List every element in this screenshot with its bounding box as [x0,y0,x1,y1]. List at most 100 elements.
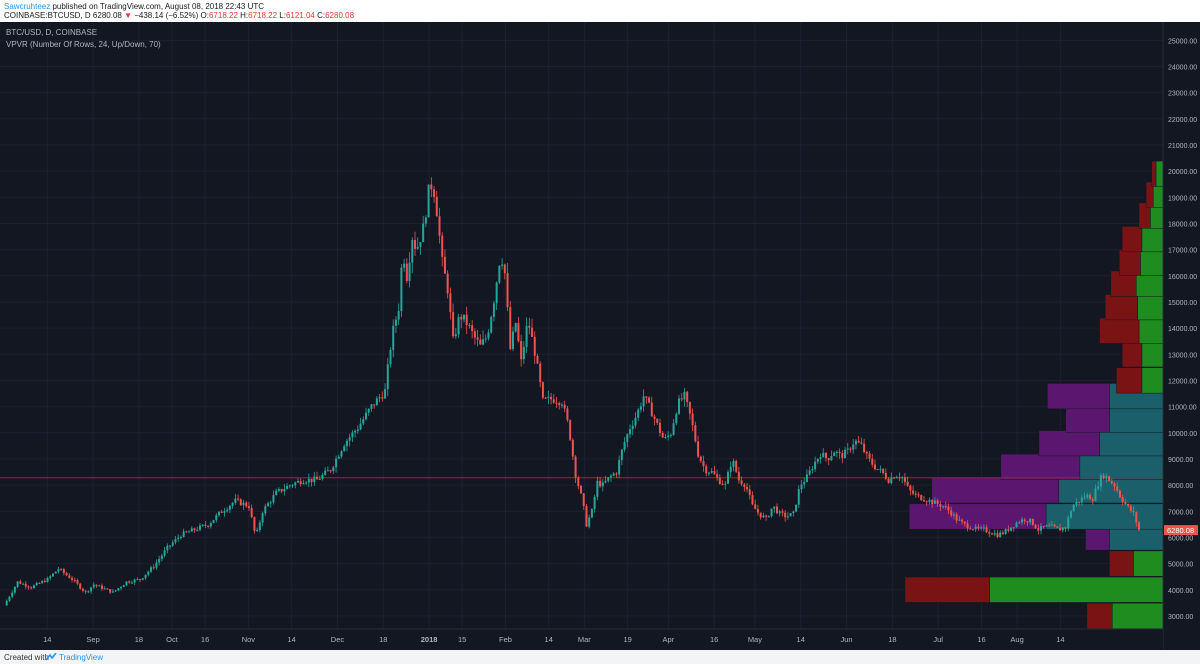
candle-body [922,500,925,502]
price-axis[interactable] [1163,22,1200,650]
candle-body [582,493,585,507]
candle-body [5,600,8,606]
candle-body [961,519,964,522]
candle-body [340,451,343,457]
candle-body [1118,490,1121,498]
candle-body [705,466,708,474]
time-tick-label: Mar [578,635,591,644]
candle-body [1004,529,1007,534]
candle-body [193,528,196,531]
candle-body [452,312,455,337]
candle-body [854,440,857,445]
price-tick-label: 12000.00 [1168,378,1197,385]
candle-body [389,349,392,365]
vpvr-up-bar [1155,160,1164,187]
candle-body [288,485,291,487]
candle-body [1091,499,1094,501]
candle-body [122,585,125,587]
candle-body [637,409,640,418]
candle-body [966,523,969,529]
candle-body [748,489,751,496]
candles [5,177,1140,606]
candle-body [1089,494,1092,500]
vpvr-up-bar [1099,430,1164,457]
candle-body [424,217,427,224]
candle-body [1059,527,1062,531]
candle-body [169,545,172,547]
candle-body [405,263,408,281]
candle-body [648,397,651,403]
candle-body [735,460,738,472]
vpvr-down-bar [931,477,1059,504]
candle-body [1108,476,1111,482]
price-chart[interactable]: 3000.00 4000.00 5000.00 6000.00 7000.00 8000.… [0,22,1200,650]
candle-body [68,575,71,579]
candle-body [1138,522,1140,530]
candle-body [356,429,359,431]
author-link[interactable]: Sawcruhteez [4,2,51,11]
candle-body [707,472,710,474]
candle-body [348,437,351,441]
candle-body [354,430,357,433]
price-tick-label: 25000.00 [1168,38,1197,45]
candle-body [1127,503,1130,506]
candle-body [528,325,531,328]
candle-body [724,483,727,485]
candle-body [824,452,827,459]
candle-body [1023,519,1026,522]
candle-body [242,502,245,506]
candle-body [166,545,169,551]
candle-body [906,481,909,486]
candle-body [16,581,19,587]
time-tick-label: Aug [1010,635,1023,644]
candle-body [1113,483,1116,487]
indicator-label[interactable]: VPVR (Number Of Rows, 24, Up/Down, 70) [6,40,161,49]
candle-body [343,446,346,452]
candle-body [890,477,893,483]
candle-body [868,453,871,459]
candle-body [574,456,577,478]
candle-body [457,316,460,335]
candle-body [751,495,754,505]
chart-area[interactable]: 3000.00 4000.00 5000.00 6000.00 7000.00 8000.… [0,22,1200,650]
candle-body [294,482,297,486]
candle-body [261,513,264,523]
candle-body [98,585,101,587]
candle-body [746,487,749,490]
candle-body [667,435,670,438]
candle-body [190,528,193,532]
time-tick-label: Oct [166,635,179,644]
candle-body [876,468,879,470]
candle-body [465,314,468,325]
candle-body [893,477,896,479]
time-tick-label: 16 [201,635,209,644]
candle-body [1102,475,1105,478]
created-with-text: Created with [4,653,49,662]
tradingview-link[interactable]: TradingView [59,653,104,662]
candle-body [846,448,849,450]
time-axis[interactable] [0,629,1163,650]
candle-body [378,397,381,399]
candle-body [141,578,144,580]
candle-body [773,506,776,509]
price-tick-label: 22000.00 [1168,117,1197,124]
candle-body [539,363,542,383]
chart-title: BTC/USD, D, COINBASE [6,28,97,37]
candle-body [231,502,234,506]
candle-body [631,425,634,430]
candle-body [678,398,681,414]
vpvr-down-bar [1047,383,1110,410]
candle-body [291,485,294,487]
candle-body [833,452,836,457]
grid [0,22,1163,629]
candle-body [332,467,335,472]
candle-body [1056,526,1059,528]
candle-body [694,425,697,442]
vpvr-up-bar [989,576,1164,603]
candle-body [835,451,838,453]
candle-body [977,526,980,529]
candle-body [653,416,656,419]
vpvr-up-bar [1141,367,1164,394]
time-tick-label: Jun [840,635,852,644]
candle-body [985,527,988,533]
